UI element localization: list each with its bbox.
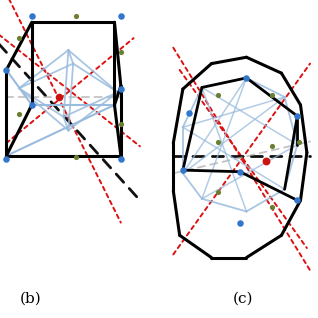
Point — [238, 169, 243, 174]
Point — [238, 220, 243, 225]
Point — [295, 114, 300, 119]
Point — [4, 67, 9, 73]
Point — [74, 13, 79, 18]
Point — [215, 139, 220, 144]
Point — [17, 112, 22, 117]
Point — [215, 190, 220, 195]
Point — [215, 93, 220, 98]
Point — [263, 158, 268, 163]
Point — [244, 75, 249, 80]
Point — [118, 13, 123, 18]
Point — [56, 94, 61, 100]
Point — [4, 156, 9, 162]
Point — [269, 204, 274, 209]
Point — [180, 168, 185, 173]
Point — [74, 155, 79, 160]
Point — [269, 144, 274, 149]
Point — [118, 50, 123, 55]
Text: (b): (b) — [19, 291, 41, 305]
Point — [295, 198, 300, 203]
Text: (c): (c) — [233, 291, 253, 305]
Point — [269, 93, 274, 98]
Point — [118, 156, 123, 162]
Point — [296, 139, 301, 144]
Point — [17, 36, 22, 41]
Point — [29, 13, 34, 18]
Point — [187, 110, 192, 115]
Point — [29, 102, 34, 107]
Point — [118, 121, 123, 127]
Point — [118, 86, 123, 92]
